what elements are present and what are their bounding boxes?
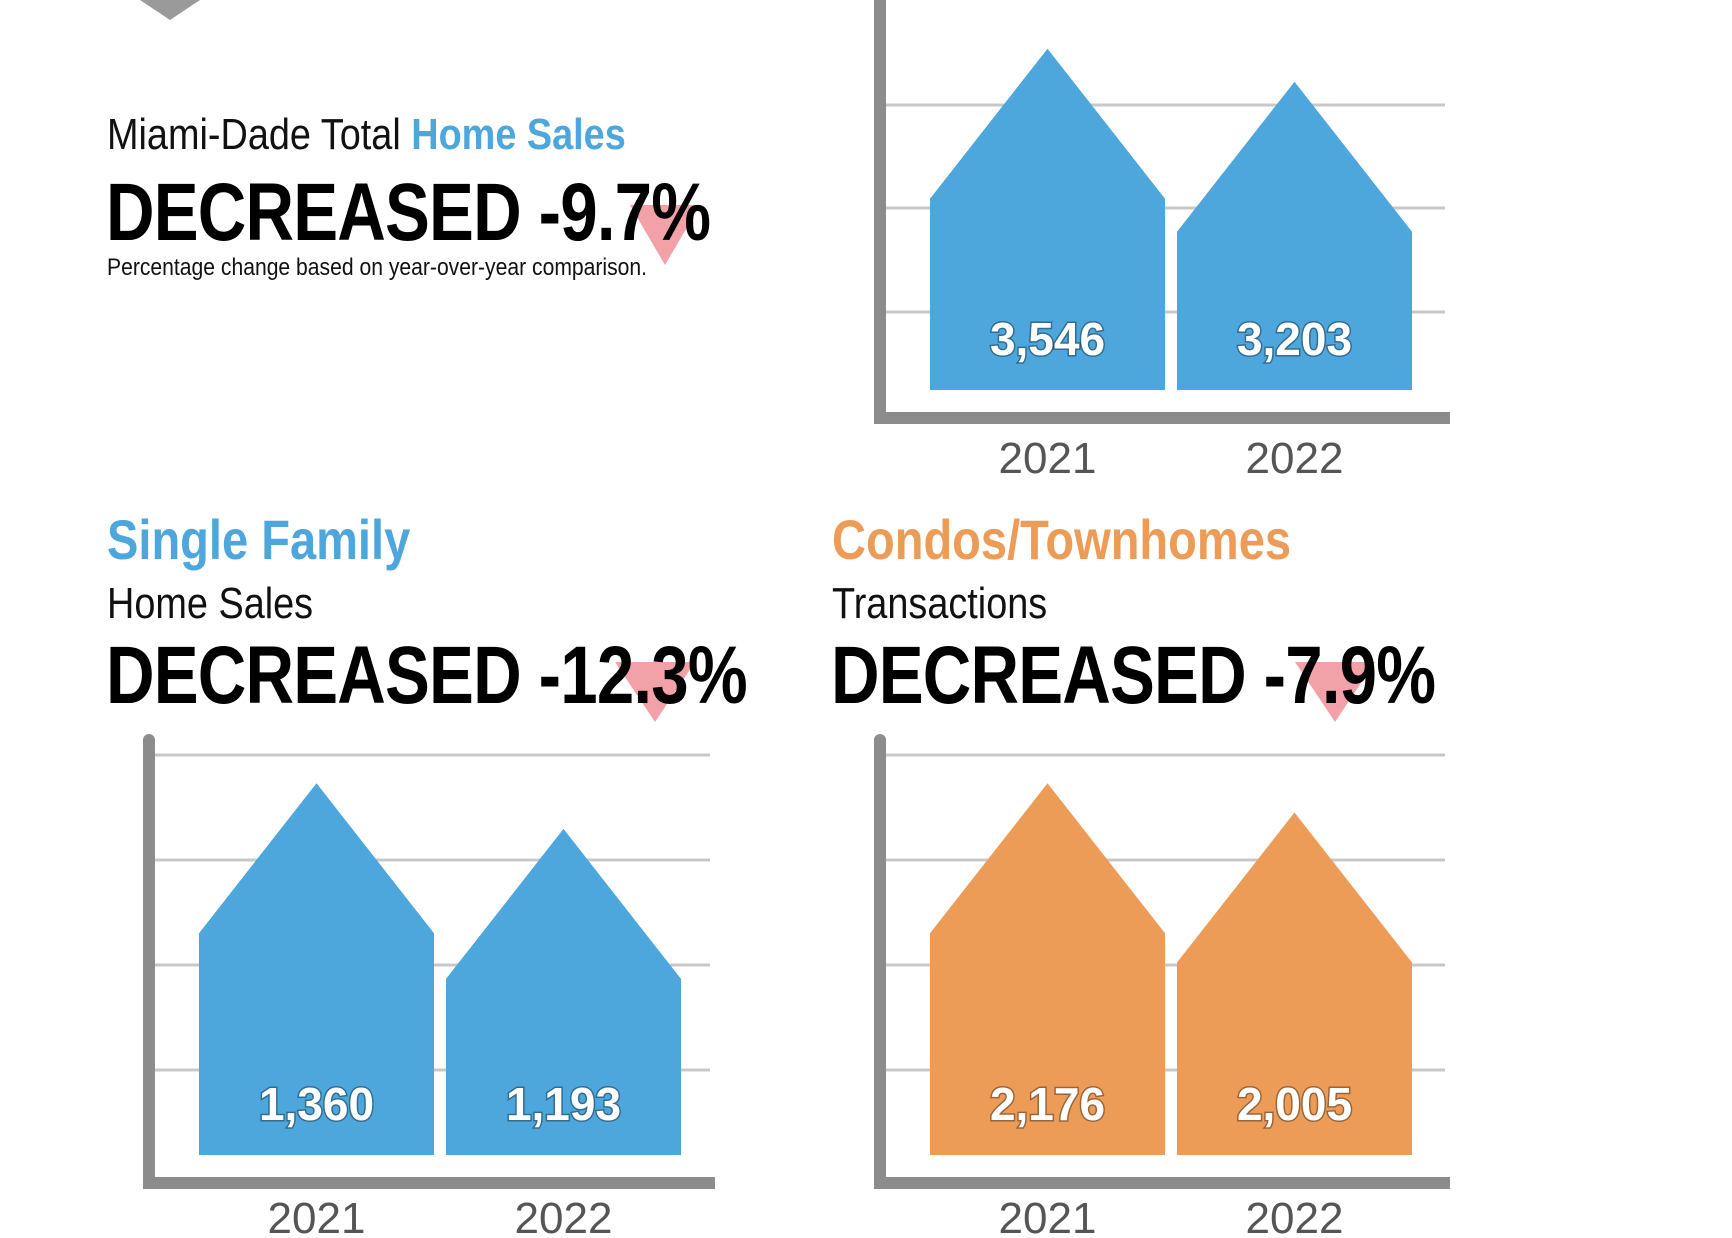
single-family-headline: DECREASED -12.3% (106, 630, 748, 721)
down-arrow-icon (630, 205, 700, 265)
bar-value-label: 1,193 (506, 1078, 621, 1130)
total-label-prefix: Miami-Dade Total (107, 110, 412, 159)
bar-value-label: 3,203 (1237, 313, 1352, 365)
x-tick-label: 2021 (999, 434, 1097, 483)
bar-2022 (1177, 81, 1412, 391)
total-headline: DECREASED -9.7% (106, 167, 711, 258)
down-arrow-icon (615, 662, 695, 722)
x-tick-label: 2021 (268, 1194, 366, 1238)
bar-2021 (930, 48, 1165, 390)
condos-title: Condos/Townhomes (832, 508, 1292, 571)
total-note: Percentage change based on year-over-yea… (107, 254, 648, 281)
x-tick-label: 2022 (515, 1194, 613, 1238)
condos-headline: DECREASED -7.9% (831, 630, 1436, 721)
bar-2022 (446, 828, 681, 1155)
x-tick-label: 2022 (1246, 434, 1344, 483)
down-arrow-icon (1295, 662, 1375, 722)
single-family-subtitle: Home Sales (107, 579, 314, 628)
gray-arrow-icon (140, 0, 200, 20)
bar-2022 (1177, 812, 1412, 1155)
x-tick-label: 2021 (999, 1194, 1097, 1238)
single-family-title: Single Family (107, 508, 411, 571)
bar-value-label: 1,360 (259, 1078, 374, 1130)
bar-value-label: 2,005 (1237, 1078, 1352, 1130)
bar-value-label: 2,176 (990, 1078, 1105, 1130)
total-label: Miami-Dade Total Home Sales (107, 113, 626, 157)
total-label-highlight: Home Sales (411, 110, 626, 159)
bar-value-label: 3,546 (990, 313, 1105, 365)
x-tick-label: 2022 (1246, 1194, 1344, 1238)
condos-subtitle: Transactions (832, 579, 1048, 628)
bar-2021 (199, 783, 434, 1155)
bar-2021 (930, 783, 1165, 1155)
